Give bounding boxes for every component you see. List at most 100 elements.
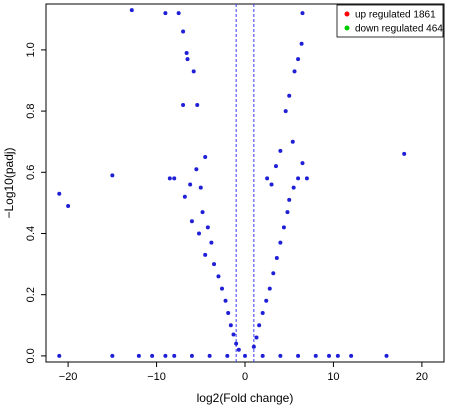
data-point-58 xyxy=(265,176,270,181)
data-point-4 xyxy=(163,11,168,16)
x-tick-label-1: −10 xyxy=(147,371,166,383)
data-point-59 xyxy=(269,182,274,187)
data-point-51 xyxy=(287,93,292,98)
data-point-70 xyxy=(225,353,230,358)
data-point-21 xyxy=(197,231,202,236)
data-point-28 xyxy=(223,298,228,303)
legend-up-marker xyxy=(344,11,350,17)
data-point-1 xyxy=(66,203,71,208)
data-point-56 xyxy=(278,148,283,153)
data-point-76 xyxy=(327,353,332,358)
data-point-66 xyxy=(163,353,168,358)
data-point-49 xyxy=(290,139,295,144)
data-point-45 xyxy=(287,197,292,202)
data-point-78 xyxy=(349,353,354,358)
x-axis-title: log2(Fold change) xyxy=(197,391,294,405)
data-point-31 xyxy=(231,332,236,337)
data-point-27 xyxy=(220,286,225,291)
data-point-11 xyxy=(191,69,196,74)
data-point-7 xyxy=(184,50,189,55)
data-point-9 xyxy=(181,102,186,107)
data-point-8 xyxy=(185,57,190,62)
data-point-48 xyxy=(300,161,305,166)
data-point-38 xyxy=(264,298,269,303)
data-point-43 xyxy=(281,225,286,230)
data-point-25 xyxy=(212,262,217,267)
y-tick-label-5: 1.0 xyxy=(25,42,37,57)
data-point-47 xyxy=(296,176,301,181)
data-point-55 xyxy=(300,11,305,16)
data-point-40 xyxy=(271,271,276,276)
y-tick-label-4: 0.8 xyxy=(25,103,37,118)
data-point-12 xyxy=(167,176,172,181)
data-point-79 xyxy=(384,353,389,358)
data-point-64 xyxy=(136,353,141,358)
data-point-52 xyxy=(292,69,297,74)
data-point-69 xyxy=(207,353,212,358)
data-point-26 xyxy=(216,274,221,279)
x-tick-label-4: 20 xyxy=(416,371,428,383)
data-point-36 xyxy=(257,323,262,328)
data-point-19 xyxy=(200,210,205,215)
data-point-63 xyxy=(110,353,115,358)
data-point-68 xyxy=(189,353,194,358)
y-tick-label-2: 0.4 xyxy=(25,226,37,241)
legend-box xyxy=(336,4,444,38)
data-point-50 xyxy=(283,109,288,114)
data-point-60 xyxy=(304,176,309,181)
data-point-37 xyxy=(260,311,265,316)
x-tick-label-2: 0 xyxy=(242,371,248,383)
data-point-20 xyxy=(189,219,194,224)
data-point-57 xyxy=(273,164,278,169)
data-point-30 xyxy=(228,323,233,328)
data-point-14 xyxy=(203,154,208,159)
data-point-10 xyxy=(195,102,200,107)
data-point-2 xyxy=(110,173,115,178)
data-point-17 xyxy=(182,194,187,199)
data-point-18 xyxy=(198,185,203,190)
data-point-71 xyxy=(243,353,247,358)
legend-up-label: up regulated 1861 xyxy=(355,10,436,21)
data-point-22 xyxy=(205,225,210,230)
data-point-35 xyxy=(254,335,259,340)
data-point-53 xyxy=(296,57,301,62)
data-point-0 xyxy=(57,191,62,196)
data-point-33 xyxy=(236,347,241,352)
data-point-39 xyxy=(267,286,272,291)
data-point-32 xyxy=(234,341,239,346)
data-point-3 xyxy=(129,8,134,13)
y-tick-label-0: 0.0 xyxy=(25,348,37,363)
data-point-41 xyxy=(274,255,279,260)
threshold-lines xyxy=(235,4,255,362)
y-axis-title: −Log10(padj) xyxy=(2,147,16,218)
data-point-24 xyxy=(203,252,208,257)
plot-frame xyxy=(45,3,445,363)
data-point-54 xyxy=(299,41,304,46)
data-point-23 xyxy=(209,240,214,245)
axes: −20 −10 0 10 20 0.0 0.2 0.4 0.6 0.8 1.0 xyxy=(25,42,428,383)
y-tick-label-1: 0.2 xyxy=(25,287,37,302)
data-point-42 xyxy=(278,240,283,245)
data-point-5 xyxy=(176,11,181,16)
data-point-29 xyxy=(226,311,231,316)
data-point-65 xyxy=(150,353,155,358)
data-point-15 xyxy=(188,182,193,187)
data-point-75 xyxy=(313,353,318,358)
legend-down-marker xyxy=(344,25,350,31)
data-point-72 xyxy=(260,353,265,358)
data-point-61 xyxy=(402,151,407,156)
data-point-67 xyxy=(172,353,177,358)
data-point-44 xyxy=(285,210,290,215)
data-point-46 xyxy=(291,185,296,190)
x-tick-label-3: 10 xyxy=(327,371,339,383)
legend-down-label: down regulated 464 xyxy=(355,24,443,35)
data-point-73 xyxy=(278,353,283,358)
x-tick-label-0: −20 xyxy=(59,371,78,383)
data-point-62 xyxy=(57,353,62,358)
data-point-77 xyxy=(335,353,340,358)
legend: up regulated 1861 down regulated 464 xyxy=(336,4,444,38)
data-points xyxy=(57,8,407,358)
y-tick-label-3: 0.6 xyxy=(25,165,37,180)
data-point-13 xyxy=(172,176,177,181)
